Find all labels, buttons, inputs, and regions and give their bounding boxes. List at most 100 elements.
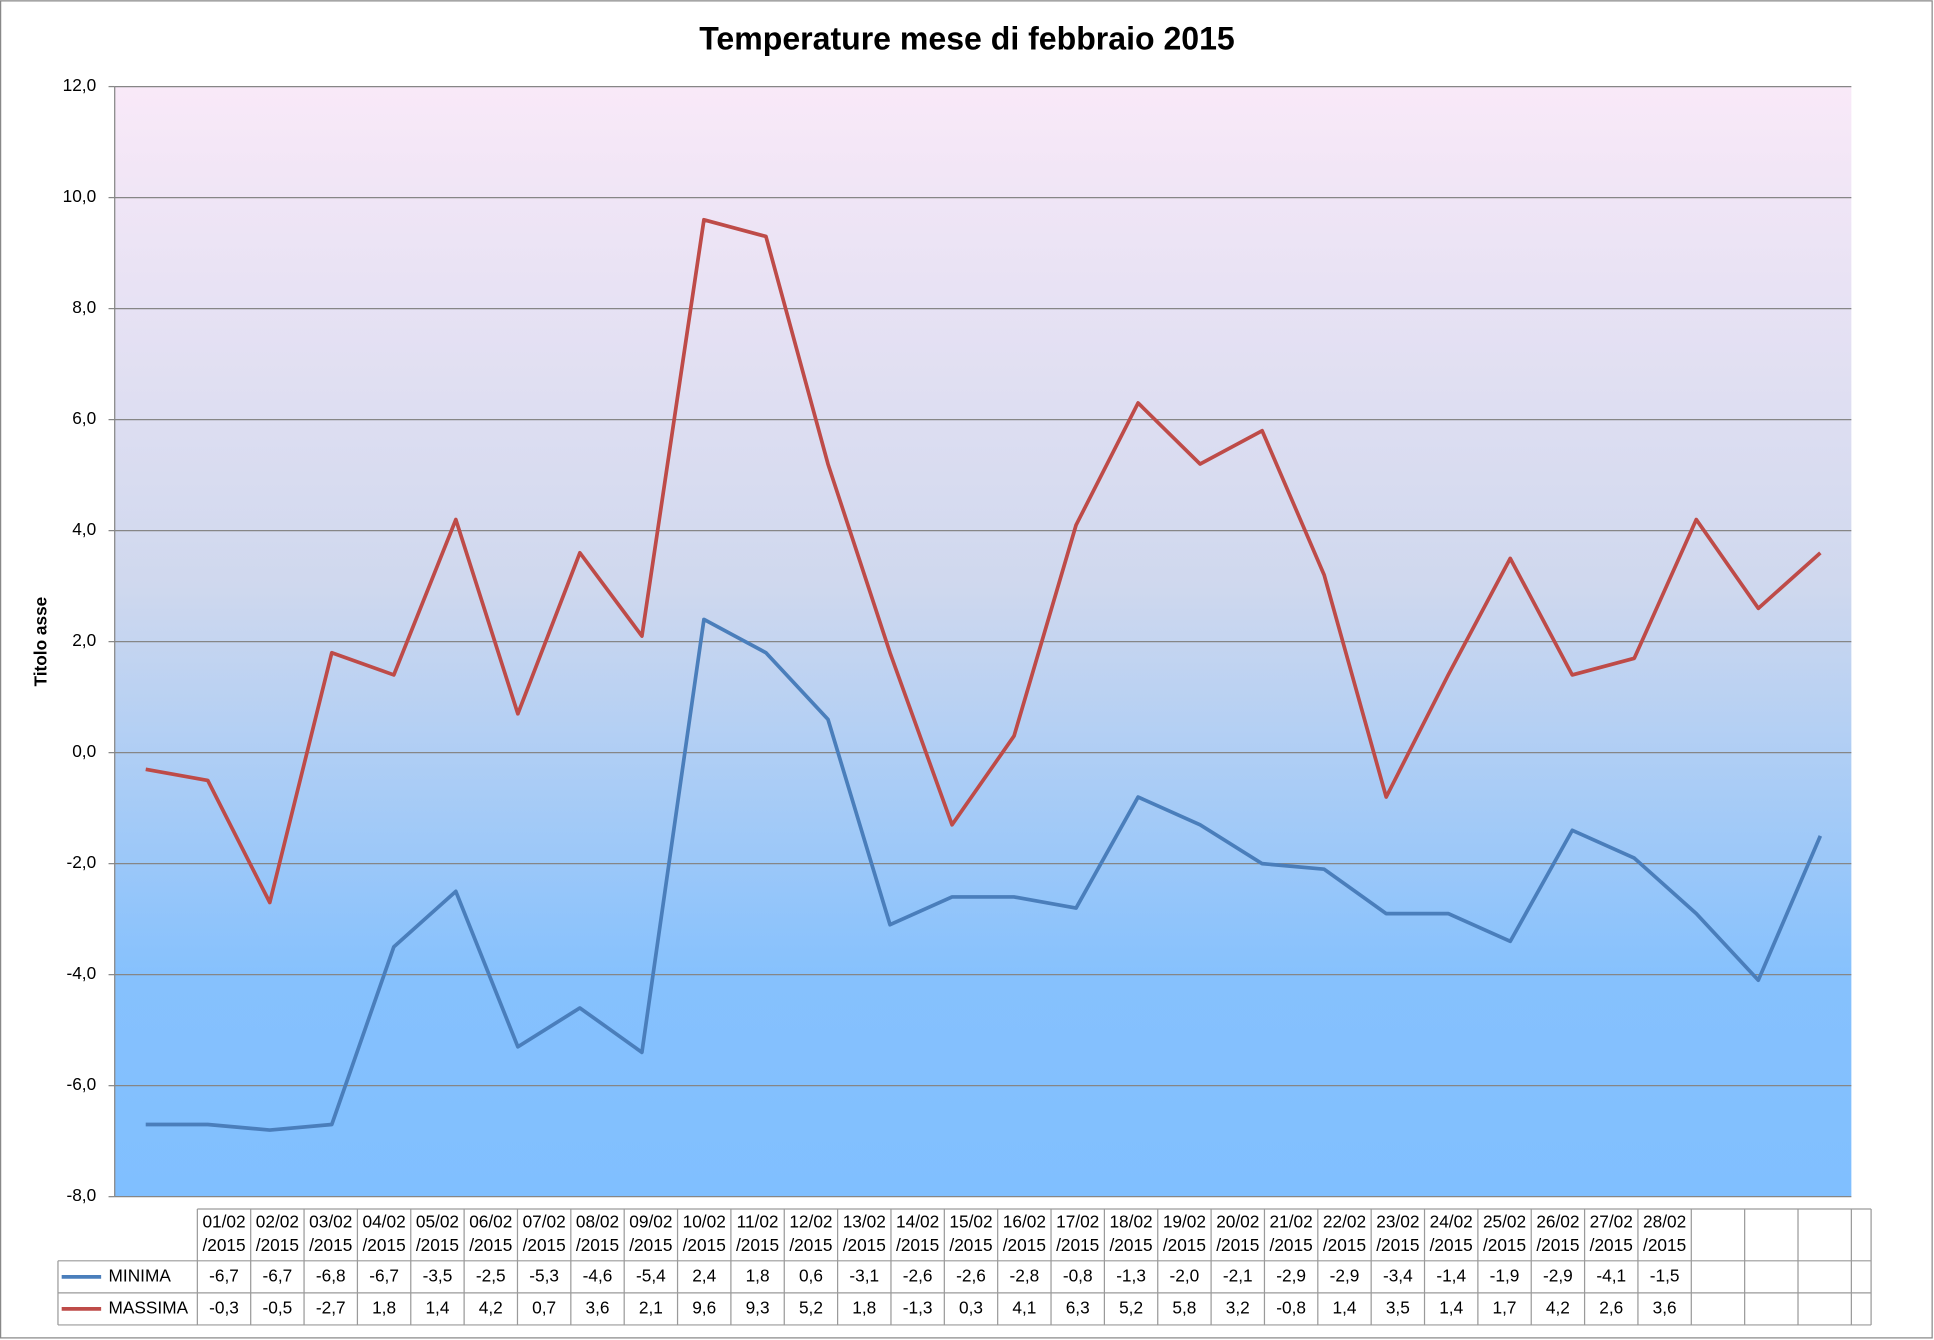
y-tick-label: 12,0 xyxy=(63,75,97,95)
table-value: 2,1 xyxy=(639,1297,663,1317)
x-tick-label: 06/02/2015 xyxy=(469,1211,512,1254)
table-value: 4,2 xyxy=(479,1297,503,1317)
y-tick-label: 10,0 xyxy=(63,186,97,206)
x-tick-label: 07/02/2015 xyxy=(523,1211,566,1254)
table-value: -1,4 xyxy=(1436,1265,1466,1285)
x-tick-label: 16/02/2015 xyxy=(1003,1211,1046,1254)
table-value: 3,5 xyxy=(1386,1297,1410,1317)
table-value: -0,5 xyxy=(263,1297,293,1317)
line-series xyxy=(145,617,1823,1132)
table-value: -2,9 xyxy=(1330,1265,1360,1285)
table-value: -1,3 xyxy=(903,1297,933,1317)
table-value: 9,6 xyxy=(692,1297,716,1317)
table-value: -5,3 xyxy=(529,1265,559,1285)
x-tick-label: 17/02/2015 xyxy=(1056,1211,1099,1254)
table-value: -2,5 xyxy=(476,1265,506,1285)
table-value: 1,4 xyxy=(1332,1297,1356,1317)
table-value: -6,7 xyxy=(209,1265,239,1285)
x-tick-label: 12/02/2015 xyxy=(789,1211,832,1254)
table-value: -1,5 xyxy=(1650,1265,1680,1285)
x-tick-label: 24/02/2015 xyxy=(1430,1211,1473,1254)
table-value: -2,0 xyxy=(1170,1265,1200,1285)
x-tick-label: 20/02/2015 xyxy=(1216,1211,1259,1254)
table-value: 0,6 xyxy=(799,1265,823,1285)
table-value: -0,3 xyxy=(209,1297,239,1317)
chart-title: Temperature mese di febbraio 2015 xyxy=(699,20,1235,56)
table-value: -3,5 xyxy=(423,1265,453,1285)
table-value: 9,3 xyxy=(746,1297,770,1317)
table-value: 6,3 xyxy=(1066,1297,1090,1317)
table-value: 5,2 xyxy=(1119,1297,1143,1317)
table-value: -1,3 xyxy=(1116,1265,1146,1285)
table-value: -2,6 xyxy=(903,1265,933,1285)
table-value: 1,8 xyxy=(746,1265,770,1285)
table-value: 4,2 xyxy=(1546,1297,1570,1317)
y-tick-label: -4,0 xyxy=(66,963,96,983)
table-value: 5,2 xyxy=(799,1297,823,1317)
x-tick-label: 19/02/2015 xyxy=(1163,1211,1206,1254)
x-tick-label: 10/02/2015 xyxy=(683,1211,726,1254)
y-tick-label: -8,0 xyxy=(66,1185,96,1205)
table-value: -1,9 xyxy=(1490,1265,1520,1285)
table-value: 4,1 xyxy=(1012,1297,1036,1317)
y-tick-label: 2,0 xyxy=(72,630,96,650)
table-value: 3,6 xyxy=(586,1297,610,1317)
table-value: -6,8 xyxy=(316,1265,346,1285)
table-value: -6,7 xyxy=(263,1265,293,1285)
x-tick-label: 22/02/2015 xyxy=(1323,1211,1366,1254)
table-value: -3,4 xyxy=(1383,1265,1413,1285)
table-value: 2,6 xyxy=(1599,1297,1623,1317)
x-tick-label: 02/02/2015 xyxy=(256,1211,299,1254)
x-tick-label: 08/02/2015 xyxy=(576,1211,619,1254)
table-value: 5,8 xyxy=(1172,1297,1196,1317)
x-tick-label: 25/02/2015 xyxy=(1483,1211,1526,1254)
table-value: -0,8 xyxy=(1276,1297,1306,1317)
table-value: -5,4 xyxy=(636,1265,666,1285)
table-value: 0,7 xyxy=(532,1297,556,1317)
table-value: -2,9 xyxy=(1276,1265,1306,1285)
table-value: 1,7 xyxy=(1493,1297,1517,1317)
x-tick-label: 11/02/2015 xyxy=(736,1211,779,1254)
y-tick-label: 0,0 xyxy=(72,741,96,761)
x-tick-label: 18/02/2015 xyxy=(1109,1211,1152,1254)
table-value: -6,7 xyxy=(369,1265,399,1285)
x-tick-label: 21/02/2015 xyxy=(1270,1211,1313,1254)
x-tick-label: 28/02/2015 xyxy=(1643,1211,1686,1254)
table-value: 3,2 xyxy=(1226,1297,1250,1317)
x-tick-label: 01/02/2015 xyxy=(202,1211,245,1254)
y-tick-label: -2,0 xyxy=(66,852,96,872)
x-tick-label: 03/02/2015 xyxy=(309,1211,352,1254)
table-value: -2,7 xyxy=(316,1297,346,1317)
table-value: -2,8 xyxy=(1009,1265,1039,1285)
table-value: -2,1 xyxy=(1223,1265,1253,1285)
x-tick-label: 26/02/2015 xyxy=(1536,1211,1579,1254)
table-value: 1,4 xyxy=(425,1297,449,1317)
table-value: -4,1 xyxy=(1596,1265,1626,1285)
y-tick-label: 8,0 xyxy=(72,297,96,317)
y-tick-label: 6,0 xyxy=(72,408,96,428)
y-tick-label: -6,0 xyxy=(66,1074,96,1094)
table-value: 1,8 xyxy=(852,1297,876,1317)
x-tick-label: 14/02/2015 xyxy=(896,1211,939,1254)
x-tick-label: 04/02/2015 xyxy=(363,1211,406,1254)
table-value: 2,4 xyxy=(692,1265,716,1285)
table-value: 1,4 xyxy=(1439,1297,1463,1317)
table-value: 1,8 xyxy=(372,1297,396,1317)
table-value: 0,3 xyxy=(959,1297,983,1317)
table-value: -2,6 xyxy=(956,1265,986,1285)
x-tick-label: 13/02/2015 xyxy=(843,1211,886,1254)
table-value: 3,6 xyxy=(1653,1297,1677,1317)
table-value: -2,9 xyxy=(1543,1265,1573,1285)
y-tick-label: 4,0 xyxy=(72,519,96,539)
line-series xyxy=(145,217,1822,905)
y-axis-label: Titolo asse xyxy=(30,597,50,687)
x-tick-label: 05/02/2015 xyxy=(416,1211,459,1254)
legend-label: MINIMA xyxy=(109,1265,172,1285)
x-tick-label: 23/02/2015 xyxy=(1376,1211,1419,1254)
table-value: -4,6 xyxy=(583,1265,613,1285)
x-tick-label: 09/02/2015 xyxy=(629,1211,672,1254)
legend-label: MASSIMA xyxy=(109,1297,189,1317)
table-value: -0,8 xyxy=(1063,1265,1093,1285)
x-tick-label: 15/02/2015 xyxy=(949,1211,992,1254)
